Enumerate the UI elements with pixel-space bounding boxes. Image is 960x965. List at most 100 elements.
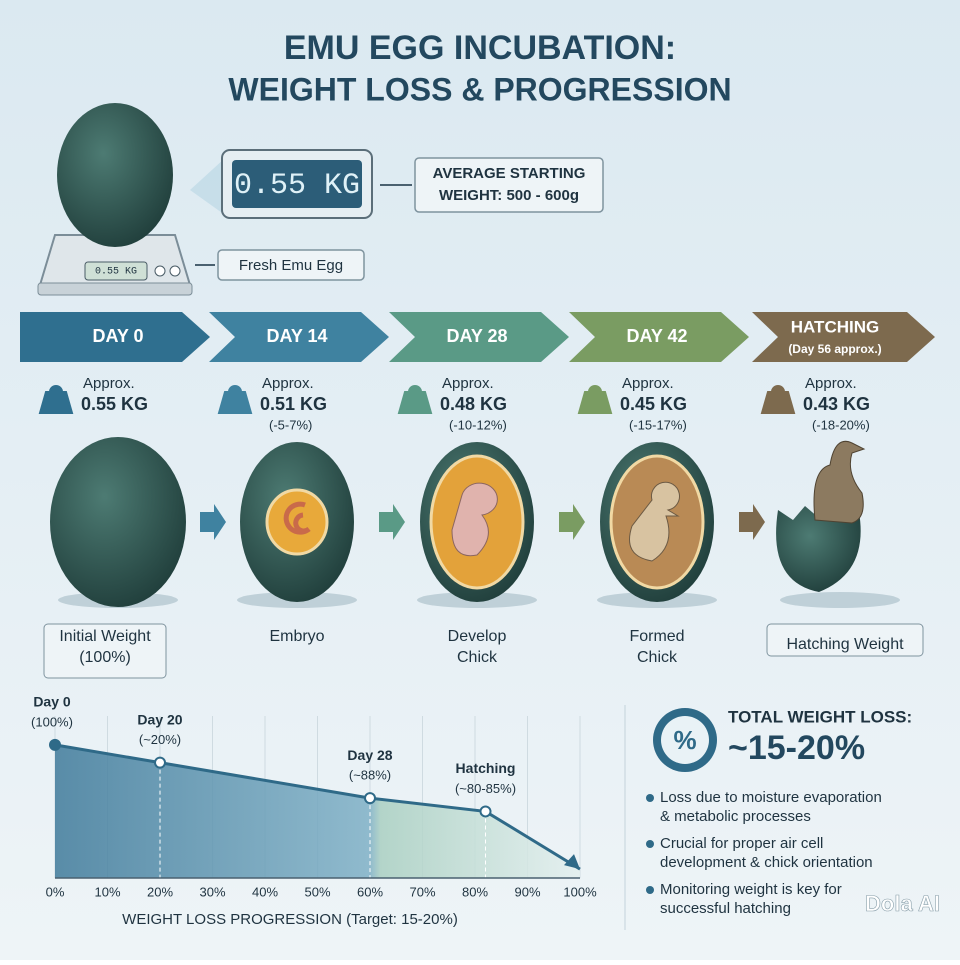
- x-axis-title: WEIGHT LOSS PROGRESSION (Target: 15-20%): [122, 911, 458, 928]
- x-tick-label: 0%: [46, 884, 65, 899]
- caption-box: [766, 623, 924, 657]
- stage-arrow: [379, 504, 405, 540]
- x-tick-label: 90%: [514, 884, 540, 899]
- bullet-text: & metabolic processes: [660, 808, 811, 825]
- percent-icon: [661, 716, 709, 764]
- weight-icon: [397, 385, 433, 414]
- egg-shadow: [780, 592, 900, 608]
- stage-caption: (100%): [79, 649, 131, 666]
- stage-weight: 0.48 KG: [440, 394, 507, 414]
- x-tick-label: 40%: [252, 884, 278, 899]
- stage-weight: 0.51 KG: [260, 394, 327, 414]
- annotation-note: (~20%): [139, 732, 181, 747]
- point: [364, 792, 376, 805]
- stage-banner: [752, 312, 935, 362]
- stage-arrow: [200, 504, 226, 540]
- point: [479, 805, 492, 818]
- bullet-text: Loss due to moisture evaporation: [660, 789, 882, 806]
- percent-icon-text: %: [673, 725, 696, 755]
- x-tick-label: 80%: [462, 884, 488, 899]
- watermark: Dola AI: [865, 891, 940, 916]
- bullet: [646, 794, 654, 802]
- stage-caption: Embryo: [269, 628, 324, 645]
- bullet: [646, 840, 654, 848]
- x-tick-label: 30%: [199, 884, 225, 899]
- point: [154, 756, 166, 769]
- callout: AVERAGE STARTING: [433, 165, 586, 182]
- x-tick-label: 100%: [563, 884, 597, 899]
- stage-caption: Chick: [637, 649, 678, 666]
- stage-change: (-10-12%): [449, 417, 507, 432]
- stage-day: DAY 42: [626, 326, 687, 346]
- stage-change: (-18-20%): [812, 417, 870, 432]
- scale-display: 0.55 KG: [234, 169, 360, 203]
- hatched-egg: [776, 506, 861, 592]
- embryo: [283, 501, 311, 535]
- x-tick-label: 50%: [304, 884, 330, 899]
- stage-caption: Hatching Weight: [786, 636, 904, 653]
- stage-caption: Formed: [629, 628, 684, 645]
- annotation: Hatching: [456, 760, 516, 776]
- stage-weight: 0.43 KG: [803, 394, 870, 414]
- chick: [813, 440, 866, 524]
- weight-icon: [217, 385, 253, 414]
- bullet: [646, 886, 654, 894]
- approx-label: Approx.: [262, 375, 314, 392]
- bullet-text: Monitoring weight is key for: [660, 881, 842, 898]
- bullet-text: development & chick orientation: [660, 854, 873, 871]
- area: [55, 744, 580, 878]
- approx-label: Approx.: [83, 375, 135, 392]
- stage-arrow: [559, 504, 585, 540]
- stage-day: DAY 14: [266, 326, 327, 346]
- stage-day-note: (Day 56 approx.): [788, 342, 881, 356]
- stage-change: (-15-17%): [629, 417, 687, 432]
- stage-banner: [209, 312, 389, 362]
- scale-illustration: [37, 103, 604, 296]
- chick: [451, 482, 498, 557]
- annotation-note: (~88%): [349, 768, 391, 783]
- stage-banner: [389, 312, 569, 362]
- approx-label: Approx.: [805, 375, 857, 392]
- point: [49, 738, 61, 751]
- weight-icon: [38, 385, 74, 414]
- chick: [629, 481, 680, 562]
- annotation-note: (100%): [31, 714, 73, 729]
- title: WEIGHT LOSS & PROGRESSION: [228, 71, 731, 107]
- annotation-note: (~80-85%): [455, 781, 516, 796]
- stage-day: HATCHING: [791, 317, 879, 336]
- stage-caption: Chick: [457, 649, 498, 666]
- annotation: Day 0: [33, 694, 71, 710]
- annotation: Day 20: [137, 711, 182, 727]
- bullet-text: Crucial for proper air cell: [660, 835, 823, 852]
- stage-banner: [569, 312, 749, 362]
- summary-title: TOTAL WEIGHT LOSS:: [728, 707, 912, 726]
- stage-arrow: [739, 504, 765, 540]
- stage-day: DAY 28: [446, 326, 507, 346]
- arrow-head: [564, 854, 580, 870]
- weight-icon: [760, 385, 796, 414]
- annotation: Day 28: [347, 747, 392, 763]
- callout: WEIGHT: 500 - 600g: [439, 187, 579, 204]
- approx-label: Approx.: [442, 375, 494, 392]
- stage-day: DAY 0: [92, 326, 143, 346]
- stage-caption: Initial Weight: [59, 628, 151, 645]
- title: EMU EGG INCUBATION:: [284, 29, 676, 67]
- stage-change: (-5-7%): [269, 417, 312, 432]
- x-tick-label: 10%: [94, 884, 120, 899]
- stage-banner: [20, 312, 210, 362]
- scale-small-display: 0.55 KG: [95, 267, 137, 278]
- stage-weight: 0.45 KG: [620, 394, 687, 414]
- x-tick-label: 70%: [409, 884, 435, 899]
- approx-label: Approx.: [622, 375, 674, 392]
- caption-box: [43, 623, 167, 679]
- egg: [50, 437, 186, 607]
- bullet-text: successful hatching: [660, 900, 791, 917]
- weight-icon: [577, 385, 613, 414]
- x-tick-label: 60%: [357, 884, 383, 899]
- egg-label: Fresh Emu Egg: [239, 257, 343, 274]
- stage-caption: Develop: [448, 628, 507, 645]
- x-tick-label: 20%: [147, 884, 173, 899]
- summary-value: ~15-20%: [728, 729, 865, 767]
